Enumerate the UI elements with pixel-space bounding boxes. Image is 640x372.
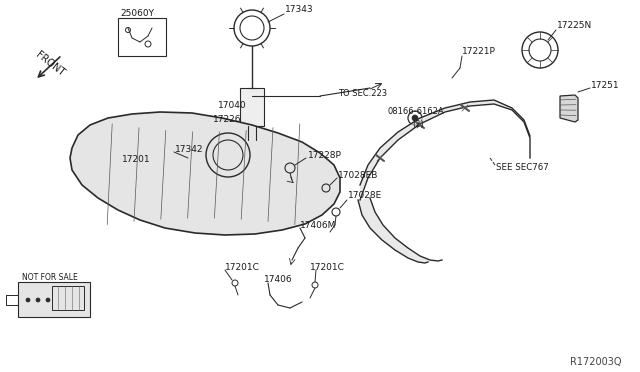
Text: 17028E: 17028E [348, 192, 382, 201]
Text: 17040: 17040 [218, 100, 246, 109]
Text: FRONT: FRONT [34, 50, 66, 78]
Polygon shape [360, 100, 530, 200]
Text: 25060Y: 25060Y [120, 10, 154, 19]
Text: NOT FOR SALE: NOT FOR SALE [22, 273, 77, 282]
Bar [240, 88, 264, 126]
Text: (2): (2) [412, 119, 424, 128]
Text: 17028EB: 17028EB [338, 170, 378, 180]
Text: 08166-6162A: 08166-6162A [388, 108, 445, 116]
Text: 17343: 17343 [285, 6, 314, 15]
Circle shape [46, 298, 50, 302]
Circle shape [26, 298, 30, 302]
Text: 17406: 17406 [264, 275, 292, 283]
Circle shape [412, 115, 418, 121]
Polygon shape [70, 112, 340, 235]
Text: 17228P: 17228P [308, 151, 342, 160]
Bar [118, 18, 166, 56]
Polygon shape [358, 198, 442, 263]
Text: 17406M: 17406M [300, 221, 337, 230]
Bar [52, 286, 84, 310]
Text: 17226: 17226 [213, 115, 241, 124]
Text: R172003Q: R172003Q [570, 357, 621, 367]
Text: 17251: 17251 [591, 80, 620, 90]
Polygon shape [560, 95, 578, 122]
Text: TO SEC.223: TO SEC.223 [338, 90, 387, 99]
Text: 17201C: 17201C [225, 263, 260, 272]
Bar [18, 282, 90, 317]
Circle shape [36, 298, 40, 302]
Text: 17342: 17342 [175, 144, 204, 154]
Text: 17221P: 17221P [462, 48, 496, 57]
Text: 17201: 17201 [122, 155, 150, 164]
Text: SEE SEC767: SEE SEC767 [496, 164, 548, 173]
Text: 17225N: 17225N [557, 20, 592, 29]
Text: 17201C: 17201C [310, 263, 345, 272]
